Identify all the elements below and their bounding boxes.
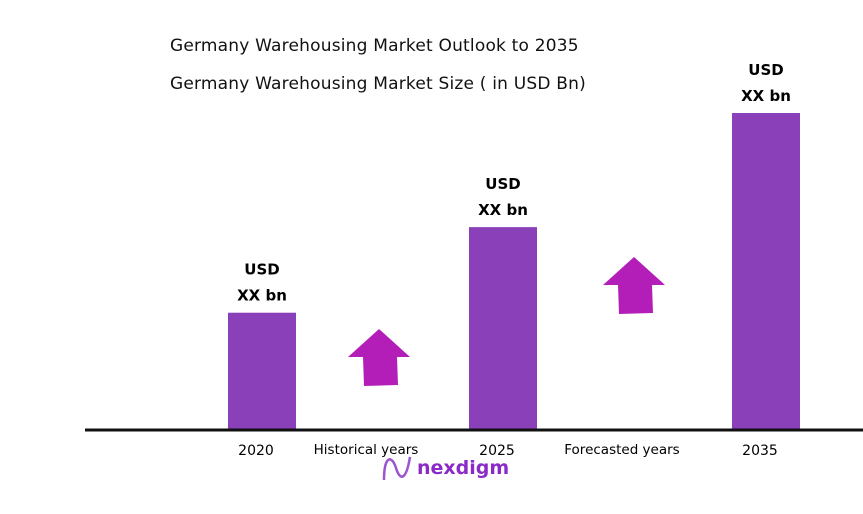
x-tick-label-2025: 2025 [479,443,515,459]
logo-text: nexdigm [417,457,509,479]
chart-subtitle: Germany Warehousing Market Size ( in USD… [170,74,586,94]
bar-2020 [228,312,296,430]
data-label-value: XX bn [741,87,791,105]
period-label-historical: Historical years [314,442,419,458]
growth-arrow-up-icon [603,257,665,314]
nexdigm-logo: nexdigm [382,456,509,481]
data-label-currency: USD [485,175,520,193]
chart-title: Germany Warehousing Market Outlook to 20… [170,36,579,56]
x-tick-label-2035: 2035 [742,443,778,459]
growth-arrow-up-icon [348,329,410,386]
logo-wave-icon [382,456,412,481]
bar-2025 [469,227,537,430]
period-label-forecasted: Forecasted years [564,442,679,458]
bar-2035 [732,113,800,430]
x-tick-label-2020: 2020 [238,443,274,459]
data-label-currency: USD [748,61,783,79]
data-label-value: XX bn [237,287,287,305]
data-label-currency: USD [244,261,279,279]
data-label-value: XX bn [478,201,528,219]
